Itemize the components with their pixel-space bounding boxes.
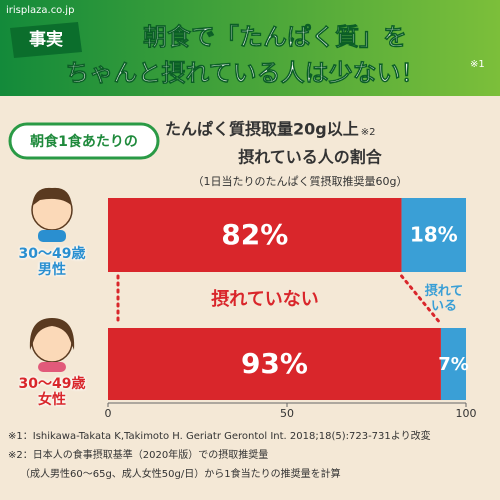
chart-title: 摂れている人の割合 — [238, 148, 383, 167]
connector — [400, 274, 443, 326]
bar — [108, 328, 441, 400]
bar — [108, 198, 402, 272]
female-icon — [29, 318, 75, 372]
pill: 朝食1食あたりの — [30, 133, 138, 150]
x-tick-label: 50 — [280, 407, 294, 420]
legend-label: 摂れている — [424, 284, 464, 314]
pill-bg — [8, 122, 160, 160]
title-note: ※2 — [361, 127, 376, 138]
footnote: ※2：日本人の食事摂取基準（2020年版）での摂取推奨量 — [8, 448, 268, 461]
bar — [401, 198, 466, 272]
male-icon — [31, 187, 73, 242]
category-label: 30〜49歳 女性 — [18, 376, 86, 408]
category-label: 30〜49歳 男性 — [18, 246, 86, 278]
x-tick-label: 100 — [456, 407, 477, 420]
chart-title: たんぱく質摂取量20g以上 — [165, 120, 359, 139]
badge-bg — [10, 22, 82, 58]
bar — [440, 328, 466, 400]
banner-line: 朝食で「たんぱく質」を — [143, 23, 407, 51]
value-label: 82% — [221, 218, 288, 251]
value-label: 7% — [438, 354, 469, 375]
value-label: 93% — [241, 347, 308, 380]
banner-line: ちゃんと摂れている人は少ない！ — [65, 59, 424, 87]
banner-bg — [0, 0, 500, 96]
badge: 事実 — [29, 29, 63, 50]
value-label: 18% — [410, 223, 458, 247]
site: irisplaza.co.jp — [6, 5, 74, 16]
footnote: （成人男性60〜65g、成人女性50g/日）から1食当たりの推奨量を計算 — [20, 467, 341, 480]
banner-note: ※1 — [470, 59, 485, 70]
footnote: ※1：Ishikawa-Takata K,Takimoto H. Geriatr… — [8, 429, 431, 442]
chart-subtitle: （1日当たりのたんぱく質摂取推奨量60g） — [193, 174, 408, 188]
x-tick-label: 0 — [105, 407, 112, 420]
legend-label: 摂れていない — [211, 288, 318, 310]
